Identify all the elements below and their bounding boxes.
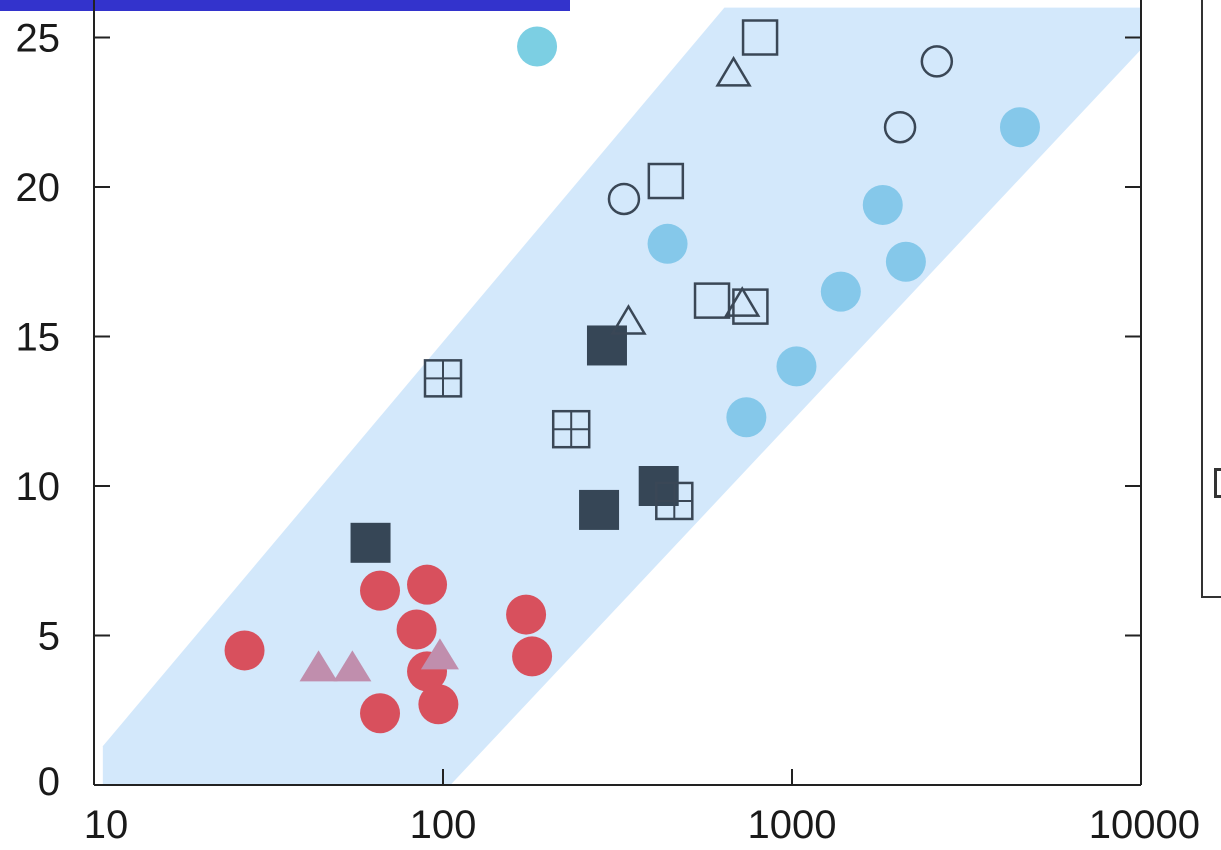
data-point-circle (776, 346, 817, 387)
data-point-circle (360, 570, 401, 611)
data-point-circle (396, 609, 437, 650)
header-bar (0, 0, 570, 11)
data-point-open-triangle (724, 286, 761, 317)
y-tick-label: 15 (16, 316, 61, 360)
data-point-square (350, 522, 391, 563)
data-point-circle (726, 397, 767, 438)
data-point-triangle (420, 638, 459, 670)
data-point-square (579, 489, 620, 530)
data-point-circle (512, 636, 553, 677)
legend-box (1201, 0, 1221, 598)
axes-layer (93, 0, 1142, 786)
data-point-circle (885, 241, 926, 282)
y-tick-label: 10 (16, 465, 61, 509)
data-point-square (638, 466, 679, 506)
data-point-square (586, 325, 627, 366)
data-point-open-circle (607, 182, 641, 216)
confidence-band (102, 7, 1141, 786)
x-tick-label: 100 (410, 803, 477, 847)
data-point-open-square (693, 282, 731, 319)
y-tick-label: 25 (16, 17, 61, 61)
data-point-open-square (732, 288, 769, 325)
x-tick-label: 1000 (748, 803, 837, 847)
data-point-circle (999, 107, 1040, 148)
data-point-circle (517, 26, 558, 67)
data-point-open-square (741, 19, 779, 56)
data-point-circle (647, 223, 688, 264)
y-tick-label: 20 (16, 166, 61, 210)
data-point-open-triangle (715, 55, 752, 87)
x-tick-label: 10 (84, 803, 129, 847)
data-point-circle (360, 693, 401, 734)
x-tick-label: 10000 (1089, 803, 1200, 847)
data-point-circle (820, 271, 861, 312)
band-layer (102, 7, 1141, 786)
data-point-open-square (647, 162, 685, 200)
y-tick-label: 0 (38, 760, 60, 804)
data-point-circle (407, 564, 448, 605)
data-point-circle (418, 684, 459, 725)
legend-marker-icon (1214, 468, 1221, 498)
data-point-circle (506, 594, 547, 635)
points-layer (224, 19, 1040, 734)
data-point-open-circle (920, 45, 954, 78)
y-tick-label: 5 (38, 615, 60, 659)
data-point-triangle (333, 650, 372, 682)
data-point-open-triangle (610, 304, 647, 335)
data-point-circle (862, 184, 903, 225)
data-point-square-cross (655, 481, 694, 521)
data-point-square-cross (423, 359, 463, 398)
tick-labels-layer: 0 5 10 15 20 25 10 100 1000 10000 (16, 17, 1201, 848)
data-point-square-cross (551, 409, 591, 449)
data-point-circle (224, 630, 265, 671)
data-point-triangle (299, 650, 338, 682)
data-point-open-circle (883, 110, 917, 144)
